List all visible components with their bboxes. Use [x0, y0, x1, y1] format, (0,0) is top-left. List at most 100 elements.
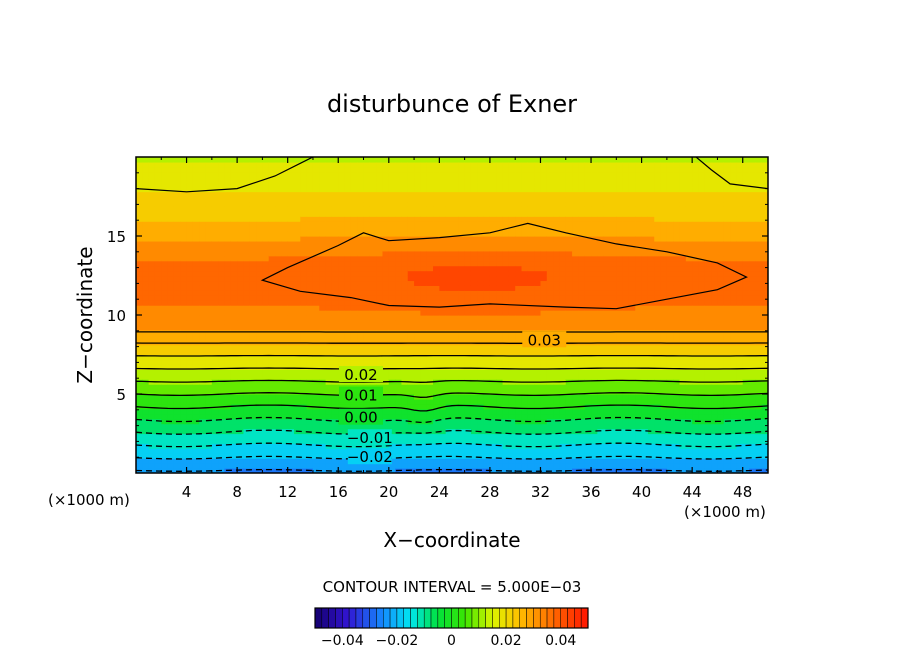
- field-cell: [489, 463, 497, 469]
- field-cell: [597, 364, 605, 370]
- field-cell: [388, 423, 396, 430]
- field-cell: [331, 349, 339, 356]
- field-cell: [426, 265, 434, 272]
- field-cell: [211, 191, 219, 198]
- field-cell: [603, 245, 611, 252]
- field-cell: [192, 186, 200, 193]
- field-cell: [483, 443, 491, 449]
- field-cell: [275, 176, 282, 183]
- field-cell: [452, 398, 459, 405]
- field-cell: [173, 171, 181, 178]
- field-cell: [433, 334, 440, 341]
- field-cell: [369, 191, 377, 198]
- field-cell: [527, 349, 535, 356]
- field-cell: [622, 394, 630, 400]
- field-cell: [211, 443, 219, 449]
- field-cell: [439, 369, 447, 375]
- field-cell: [376, 280, 384, 286]
- field-cell: [515, 369, 523, 375]
- field-cell: [527, 240, 535, 247]
- field-cell: [470, 438, 478, 444]
- field-cell: [458, 161, 466, 168]
- field-cell: [578, 255, 586, 262]
- field-cell: [249, 324, 257, 331]
- field-cell: [565, 295, 573, 301]
- field-cell: [496, 354, 504, 361]
- field-cell: [338, 315, 346, 321]
- field-cell: [306, 176, 314, 183]
- field-cell: [527, 403, 535, 410]
- field-cell: [565, 305, 573, 311]
- field-cell: [426, 315, 434, 321]
- field-cell: [376, 285, 384, 291]
- field-cell: [243, 349, 251, 356]
- field-cell: [205, 319, 213, 326]
- field-cell: [268, 418, 276, 425]
- field-cell: [420, 176, 428, 183]
- field-cell: [249, 181, 257, 188]
- field-cell: [173, 394, 181, 400]
- field-cell: [508, 191, 516, 198]
- field-cell: [502, 354, 510, 361]
- field-cell: [584, 166, 592, 173]
- field-cell: [294, 166, 301, 173]
- field-cell: [350, 201, 358, 207]
- field-cell: [218, 315, 226, 321]
- field-cell: [331, 413, 339, 420]
- field-cell: [395, 250, 403, 257]
- field-cell: [186, 270, 194, 277]
- field-cell: [426, 334, 434, 341]
- field-cell: [515, 305, 523, 311]
- field-cell: [489, 349, 497, 356]
- field-cell: [452, 374, 459, 380]
- field-cell: [591, 413, 598, 420]
- field-cell: [584, 453, 592, 459]
- field-cell: [205, 448, 213, 454]
- field-cell: [186, 310, 194, 316]
- field-cell: [464, 216, 472, 222]
- field-cell: [344, 226, 352, 232]
- field-cell: [148, 221, 156, 227]
- field-cell: [363, 403, 371, 410]
- field-cell: [610, 300, 617, 306]
- field-cell: [300, 389, 308, 395]
- field-cell: [256, 295, 263, 301]
- field-cell: [199, 171, 207, 178]
- field-cell: [262, 231, 270, 237]
- field-cell: [420, 171, 428, 178]
- field-cell: [262, 359, 270, 365]
- field-cell: [300, 398, 308, 405]
- field-cell: [180, 305, 188, 311]
- field-cell: [433, 458, 440, 464]
- field-cell: [597, 369, 605, 375]
- field-cell: [477, 359, 485, 365]
- field-cell: [142, 389, 150, 395]
- field-cell: [452, 275, 459, 282]
- field-cell: [325, 398, 333, 405]
- field-cell: [414, 270, 421, 277]
- field-cell: [470, 196, 478, 203]
- field-cell: [515, 448, 523, 454]
- field-cell: [540, 171, 548, 178]
- field-cell: [489, 394, 497, 400]
- field-cell: [148, 275, 156, 282]
- field-cell: [142, 319, 150, 326]
- field-cell: [136, 384, 143, 390]
- field-cell: [256, 374, 263, 380]
- field-cell: [610, 349, 617, 356]
- field-cell: [357, 463, 365, 469]
- field-cell: [464, 181, 472, 188]
- field-cell: [591, 186, 598, 193]
- field-cell: [186, 260, 194, 267]
- field-cell: [237, 448, 245, 454]
- field-cell: [477, 280, 485, 286]
- field-cell: [483, 300, 491, 306]
- field-cell: [306, 201, 314, 207]
- field-cell: [249, 389, 257, 395]
- field-cell: [521, 236, 529, 242]
- field-cell: [136, 443, 143, 449]
- field-cell: [344, 171, 352, 178]
- field-cell: [180, 285, 188, 291]
- field-cell: [230, 334, 238, 341]
- field-cell: [502, 255, 510, 262]
